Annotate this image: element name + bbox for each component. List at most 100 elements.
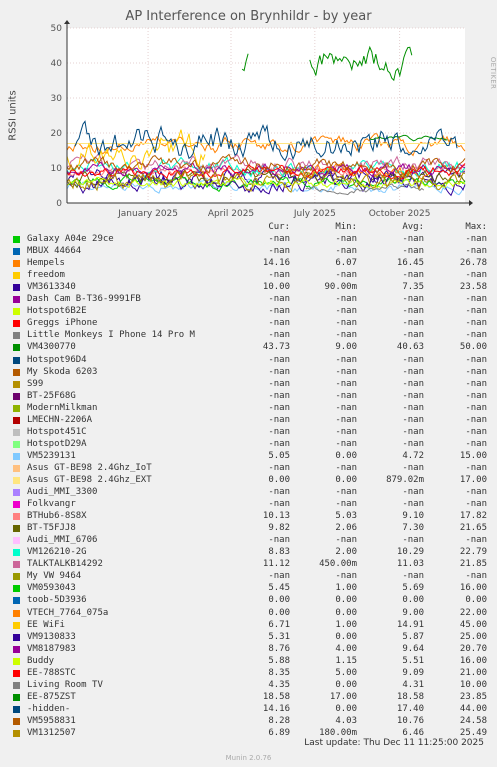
legend-min-value: 0.00 [335,703,357,714]
legend-swatch [13,705,20,713]
legend-avg-value: -nan [402,366,424,377]
legend-swatch [13,489,20,497]
legend-cur-value: 5.45 [268,583,290,594]
legend-swatch [13,452,20,460]
legend-avg-value: 18.58 [396,691,424,702]
legend-avg-value: 10.29 [396,547,424,558]
legend-max-value: 16.00 [459,655,487,666]
legend-cur-value: 10.00 [262,282,290,293]
legend-max-value: -nan [465,414,487,425]
legend-swatch [13,332,20,340]
legend-series-name: BT-25F68G [27,390,76,401]
legend-cur-value: 0.00 [268,607,290,618]
legend-row: ModernMilkman -nan -nan -nan -nan [13,402,487,414]
legend-row: EE-788STC 8.35 5.00 9.09 21.00 [13,667,487,679]
series-line [66,129,206,172]
legend-min-value: 1.15 [335,655,357,666]
legend-min-value: -nan [335,414,357,425]
legend-swatch [13,525,20,533]
legend-cur-value: 6.89 [268,727,290,738]
legend-series-name: VM126210-2G [27,547,87,558]
legend-avg-value: 879.02m [386,474,424,485]
legend-max-value: -nan [465,294,487,305]
legend-swatch [13,717,20,725]
legend-series-name: VM1312507 [27,727,76,738]
legend-row: Hotspot96D4 -nan -nan -nan -nan [13,354,487,366]
legend-cur-value: 14.16 [262,703,290,714]
col-cur-header: Cur: [268,222,290,232]
legend-avg-value: -nan [402,462,424,473]
legend-avg-value: 0.00 [402,595,424,606]
legend-avg-value: 4.72 [402,450,424,461]
legend-min-value: 0.00 [335,450,357,461]
series-traces [66,45,466,204]
legend-avg-value: 7.30 [402,523,424,534]
series-line [241,53,249,72]
legend-min-value: -nan [335,535,357,546]
legend-min-value: 1.00 [335,619,357,630]
legend-series-name: VTECH_7764_075a [27,607,109,618]
legend-min-value: 0.00 [335,595,357,606]
legend-swatch [13,537,20,545]
legend-series-name: MBUX 44664 [27,246,82,257]
legend-max-value: 23.58 [459,282,487,293]
legend-series-name: Galaxy A04e 29ce [27,234,114,245]
legend-cur-value: 43.73 [262,342,290,353]
legend-row: toob-5D3936 0.00 0.00 0.00 0.00 [13,594,487,606]
legend-series-name: Buddy [27,655,55,666]
series-line [369,134,448,142]
legend-series-name: HotspotD29A [27,438,87,449]
legend-series-name: EE-875ZST [27,691,76,702]
legend-series-name: toob-5D3936 [27,595,87,606]
legend-row: Hotspot6B2E -nan -nan -nan -nan [13,305,487,317]
y-tick-label: 30 [51,94,63,104]
legend-max-value: -nan [465,426,487,437]
legend-avg-value: 14.91 [396,619,424,630]
x-tick-label: October 2025 [369,209,431,219]
legend-series-name: Dash Cam B-T36-9991FB [27,294,141,305]
legend-cur-value: 8.83 [268,547,290,558]
legend-series-name: VM8187983 [27,643,76,654]
legend-min-value: -nan [335,354,357,365]
legend-min-value: 4.03 [335,715,357,726]
legend-max-value: 23.85 [459,691,487,702]
legend-avg-value: -nan [402,535,424,546]
legend-row: My VW 9464 -nan -nan -nan -nan [13,570,487,582]
legend-swatch [13,549,20,557]
legend-row: Galaxy A04e 29ce -nan -nan -nan -nan [13,233,487,245]
series-line [66,161,466,178]
legend-series-name: BT-T5FJJ8 [27,523,76,534]
legend-series-name: EE-788STC [27,667,76,678]
legend-row: Folkvangr -nan -nan -nan -nan [13,498,487,510]
legend-avg-value: 11.03 [396,559,424,570]
legend-series-name: Audi_MMI_6706 [27,535,98,546]
y-tick-label: 0 [56,199,62,209]
legend-series-name: VM9130833 [27,631,76,642]
legend-cur-value: -nan [268,402,290,413]
legend-avg-value: 10.76 [396,715,424,726]
legend-cur-value: 5.31 [268,631,290,642]
legend-cur-value: -nan [268,571,290,582]
legend-min-value: -nan [335,366,357,377]
legend-series-name: EE WiFi [27,619,65,630]
legend-series-name: -hidden- [27,703,71,714]
y-tick-label: 50 [51,24,63,34]
legend-row: BTHub6-8S8X 10.13 5.03 9.10 17.82 [13,510,487,522]
legend-cur-value: -nan [268,535,290,546]
legend-min-value: 450.00m [319,559,357,570]
legend-cur-value: 14.16 [262,258,290,269]
legend-row: TALKTALKB14292 11.12 450.00m 11.03 21.85 [13,558,487,570]
chart-title: AP Interference on Brynhildr - by year [125,9,372,24]
legend-row: BT-25F68G -nan -nan -nan -nan [13,390,487,402]
legend-avg-value: -nan [402,378,424,389]
legend-row: Audi_MMI_6706 -nan -nan -nan -nan [13,534,487,546]
legend-min-value: -nan [335,402,357,413]
legend-series-name: freedom [27,270,65,281]
legend-min-value: 1.00 [335,583,357,594]
legend-series-name: Hotspot6B2E [27,306,87,317]
legend-avg-value: -nan [402,426,424,437]
legend-max-value: -nan [465,402,487,413]
legend-cur-value: 8.35 [268,667,290,678]
legend-swatch [13,585,20,593]
legend-avg-value: -nan [402,318,424,329]
